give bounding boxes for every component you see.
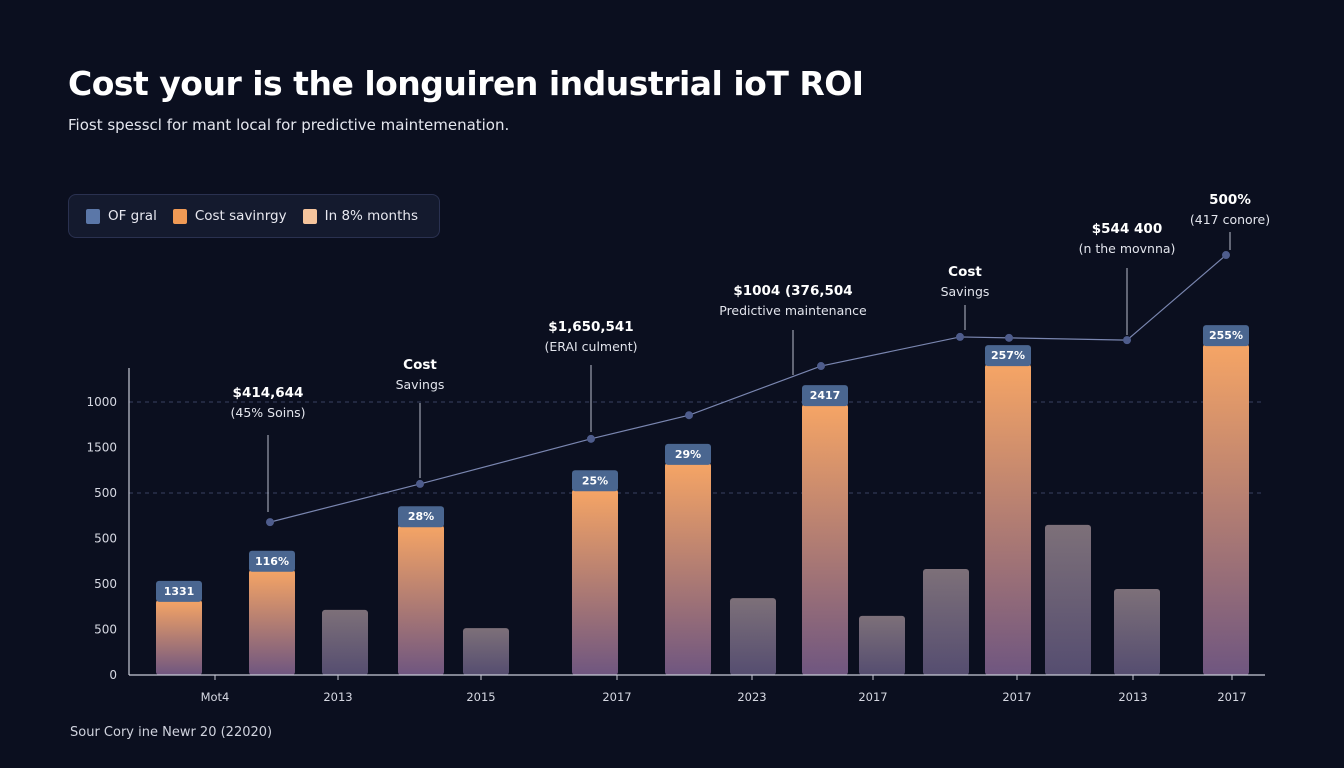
legend-swatch [86,208,100,224]
legend-item: Cost savinrgy [172,208,287,224]
x-tick-label: 2013 [323,690,352,704]
chart-subtitle: Fiost spesscl for mant local for predict… [68,116,510,134]
legend-item: OF gral [86,208,157,224]
legend-item: In 8% months [302,208,418,224]
annotation-value: $1004 (376,504 [733,283,852,299]
line-marker [685,411,693,420]
bar-cost-savings [985,364,1031,675]
y-tick-label: 0 [109,668,117,682]
bar-data-label: 25% [582,474,608,487]
bar-cap [572,470,618,492]
legend: OF gral Cost savinrgy In 8% months [68,194,440,238]
bar-data-label: 29% [675,448,701,461]
legend-label: In 8% months [324,208,418,224]
line-marker [956,332,964,341]
x-tick-label: 2017 [602,690,631,704]
bar-gray [923,568,969,675]
x-tick-label: Mot4 [201,690,230,704]
bar-cap [665,443,711,465]
bar-data-label: 2417 [810,389,841,402]
legend-label: Cost savinrgy [194,208,287,224]
y-tick-label: 500 [94,486,117,500]
bar-cost-savings [398,525,444,675]
annotation-caption: (n the movnna) [1079,241,1176,256]
line-marker [817,362,825,371]
annotation-value: Cost [403,357,437,373]
bar-cost-savings [249,569,295,675]
annotation-value: $414,644 [233,385,304,401]
line-marker [266,518,274,527]
bar-data-label: 1331 [164,585,195,598]
chart-title: Cost your is the longuiren industrial io… [68,64,864,103]
bar-gray [322,609,368,675]
annotation-value: $544 400 [1092,221,1162,237]
x-tick-label: 2017 [1002,690,1031,704]
bar-cost-savings [802,404,848,675]
bar-gray [859,615,905,675]
annotation-value: 500% [1209,192,1251,208]
y-tick-label: 500 [94,532,117,546]
x-tick-label: 2013 [1118,690,1147,704]
bar-cap [985,345,1031,367]
x-tick-label: 2017 [1217,690,1246,704]
line-marker [1123,336,1131,345]
bar-gray [463,628,509,675]
x-tick-label: 2015 [466,690,495,704]
legend-swatch [172,208,187,224]
legend-label: OF gral [108,208,157,224]
annotation-value: $1,650,541 [548,319,633,335]
line-marker [587,434,595,443]
bar-data-label: 255% [1209,329,1243,342]
annotation-value: Cost [948,264,982,280]
bar-cost-savings [156,599,202,675]
bar-cost-savings [1203,344,1249,675]
x-tick-label: 2023 [737,690,766,704]
annotation-caption: (45% Soins) [231,405,306,420]
annotation-caption: Savings [396,377,445,392]
source-note: Sour Cory ine Newr 20 (22020) [70,725,273,740]
bar-data-label: 28% [408,510,434,523]
y-tick-label: 500 [94,623,117,637]
legend-swatch [302,208,317,224]
bar-cap [802,385,848,407]
y-tick-label: 1500 [86,441,117,455]
annotation-caption: Savings [941,284,990,299]
bar-gray [1114,589,1160,675]
bar-cost-savings [572,489,618,675]
line-marker [1222,251,1230,260]
annotation-caption: Predictive maintenance [719,303,867,318]
bar-cap [398,506,444,528]
y-tick-label: 500 [94,577,117,591]
bar-data-label: 257% [991,349,1025,362]
bar-gray [1045,524,1091,675]
x-tick-label: 2017 [858,690,887,704]
annotation-caption: (ERAI culment) [545,339,638,354]
line-marker [416,479,424,488]
bar-data-label: 116% [255,555,289,568]
bar-cost-savings [665,462,711,675]
bar-cap [156,580,202,602]
bar-cap [249,550,295,572]
y-tick-label: 1000 [86,395,117,409]
bar-gray [730,598,776,675]
annotation-caption: (417 conore) [1190,212,1270,227]
line-marker [1005,333,1013,342]
bar-cap [1203,325,1249,347]
